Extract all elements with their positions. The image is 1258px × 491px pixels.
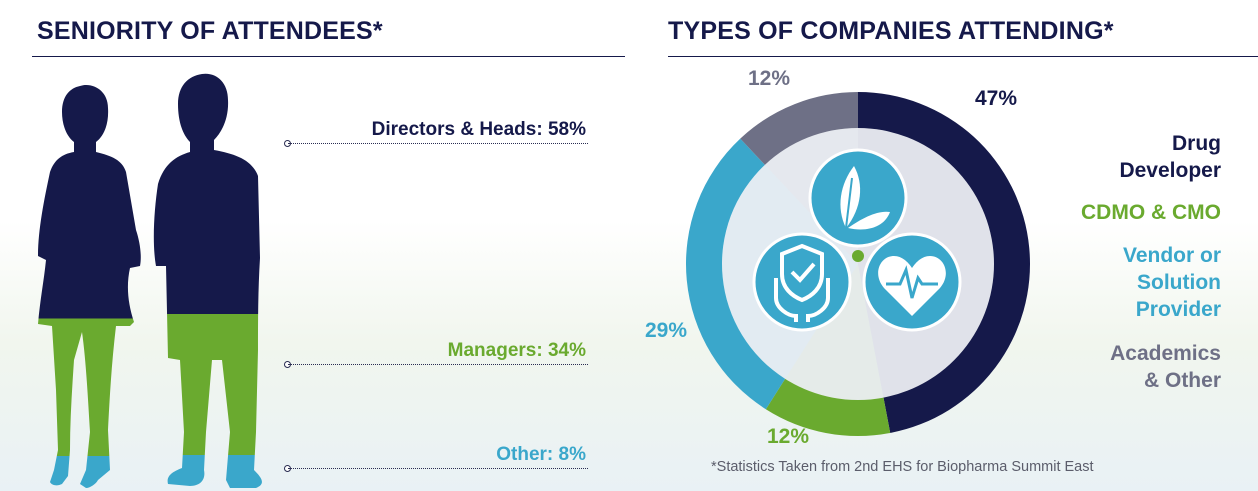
company-types-donut	[686, 92, 1030, 436]
donut-wedge-tint-cdmo-cmo	[785, 264, 884, 400]
legend-academics: Academics & Other	[1110, 340, 1221, 394]
legend-vendor-line-3: Provider	[1135, 298, 1221, 321]
donut-label-drug-developer: 47%	[975, 87, 1018, 110]
donut-center-icons	[752, 148, 962, 332]
legend-cdmo-cmo-line-1: CDMO & CMO	[1081, 201, 1221, 224]
donut-slice-cdmo-cmo	[765, 378, 891, 436]
donut-slice-vendor	[686, 138, 786, 410]
seniority-label-managers: Managers: 34%	[447, 340, 586, 361]
legend-vendor-line-2: Solution	[1137, 271, 1221, 294]
legend-academics-line-2: & Other	[1143, 369, 1221, 392]
seniority-label-other: Other: 8%	[496, 444, 586, 465]
leaf-icon	[808, 148, 908, 248]
donut-slice-academics	[740, 92, 858, 165]
donut-inner-disc	[722, 128, 994, 400]
seniority-silhouette-chart	[38, 73, 262, 489]
seniority-leader-other	[288, 468, 588, 469]
legend-vendor: Vendor or Solution Provider	[1123, 242, 1221, 323]
heart-pulse-icon	[862, 232, 962, 332]
legend-academics-line-1: Academics	[1110, 342, 1221, 365]
donut-label-vendor: 29%	[645, 319, 688, 342]
man-silhouette	[153, 73, 262, 489]
footnote: *Statistics Taken from 2nd EHS for Bioph…	[711, 459, 1094, 475]
company-types-title: TYPES OF COMPANIES ATTENDING*	[668, 17, 1114, 45]
legend-vendor-line-1: Vendor or	[1122, 244, 1221, 267]
donut-label-cdmo-cmo: 12%	[767, 425, 810, 448]
seniority-leader-directors	[288, 143, 588, 144]
legend-drug-developer-line-1: Drug	[1172, 132, 1221, 155]
seniority-label-directors: Directors & Heads: 58%	[371, 119, 586, 140]
legend-drug-developer: Drug Developer	[1119, 130, 1221, 184]
seniority-title: SENIORITY OF ATTENDEES*	[37, 17, 383, 45]
seniority-leader-managers	[288, 364, 588, 365]
legend-drug-developer-line-2: Developer	[1119, 159, 1221, 182]
center-dot	[852, 250, 864, 262]
legend-cdmo-cmo: CDMO & CMO	[1081, 199, 1221, 226]
donut-slice-drug-developer	[858, 92, 1030, 433]
woman-silhouette	[38, 84, 141, 488]
donut-label-academics: 12%	[748, 67, 791, 90]
seniority-title-rule	[32, 56, 625, 57]
company-types-title-rule	[668, 56, 1258, 57]
shield-check-hands-icon	[752, 232, 852, 332]
